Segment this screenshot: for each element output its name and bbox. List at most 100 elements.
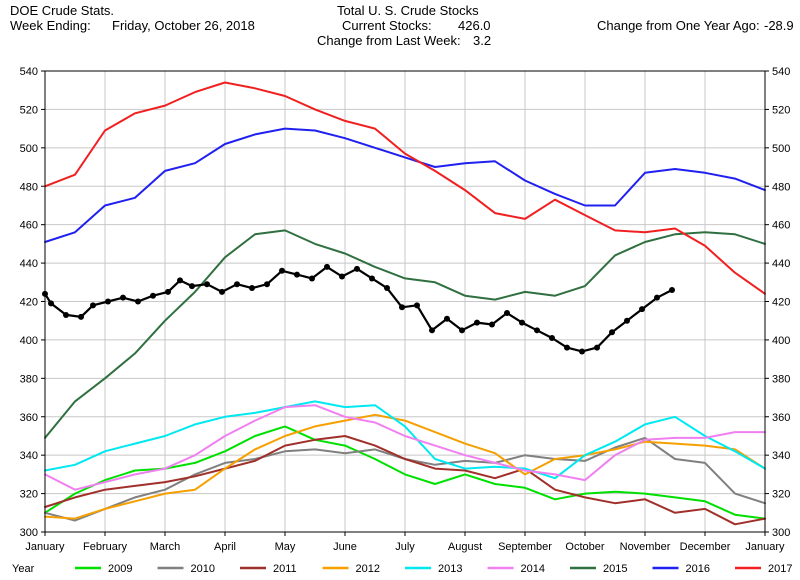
x-tick-label: February: [83, 541, 128, 553]
x-tick-label: July: [395, 541, 415, 553]
data-point-2018: [504, 310, 510, 317]
data-point-2018: [369, 275, 375, 282]
y-tick-label-left: 340: [20, 450, 38, 462]
data-point-2018: [414, 302, 420, 309]
data-point-2018: [165, 288, 171, 295]
y-tick-label-right: 340: [772, 450, 790, 462]
week-ending-label: Week Ending:: [10, 18, 91, 33]
y-tick-label-right: 520: [772, 104, 790, 116]
current-stocks-value: 426.0: [458, 18, 491, 33]
y-tick-label-right: 380: [772, 373, 790, 385]
x-tick-label: June: [333, 541, 357, 553]
data-point-2018: [549, 334, 555, 341]
weekly-change-label: Change from Last Week:: [317, 33, 461, 48]
series-line-2017: [44, 81, 766, 295]
data-point-2018: [309, 275, 315, 282]
y-tick-label-left: 540: [20, 66, 38, 78]
y-tick-label-left: 300: [20, 527, 38, 539]
x-tick-label: March: [150, 541, 181, 553]
weekly-change-value: 3.2: [473, 33, 492, 48]
data-point-2018: [624, 317, 630, 324]
data-point-2018: [279, 267, 285, 274]
y-tick-label-left: 500: [20, 143, 38, 155]
data-point-2018: [204, 281, 210, 288]
current-stocks-label: Current Stocks:: [342, 18, 432, 33]
data-point-2018: [90, 302, 96, 309]
data-point-2018: [474, 319, 480, 326]
data-point-2018: [489, 321, 495, 328]
data-point-2018: [219, 288, 225, 295]
x-tick-label: January: [745, 541, 785, 553]
legend-label-2012: 2012: [356, 563, 380, 575]
data-point-2018: [63, 311, 69, 318]
series-line-2011: [44, 435, 766, 526]
data-point-2018: [150, 292, 156, 299]
data-point-2018: [189, 283, 195, 290]
data-point-2018: [594, 344, 600, 351]
data-point-2018: [354, 265, 360, 272]
x-tick-label: May: [275, 541, 296, 553]
y-tick-label-left: 400: [20, 335, 38, 347]
y-tick-label-left: 420: [20, 297, 38, 309]
series-line-2015: [44, 229, 766, 439]
y-tick-label-right: 540: [772, 66, 790, 78]
y-tick-label-right: 320: [772, 489, 790, 501]
data-point-2018: [459, 327, 465, 334]
y-tick-label-left: 480: [20, 181, 38, 193]
x-tick-label: December: [680, 541, 731, 553]
x-tick-label: September: [498, 541, 552, 553]
y-tick-label-right: 400: [772, 335, 790, 347]
y-tick-label-right: 440: [772, 258, 790, 270]
data-point-2018: [324, 263, 330, 270]
y-tick-label-left: 360: [20, 412, 38, 424]
data-point-2018: [294, 271, 300, 278]
x-tick-label: August: [448, 541, 482, 553]
legend-label-2014: 2014: [521, 563, 545, 575]
legend-label-2017: 2017: [768, 563, 792, 575]
series-line-2013: [44, 400, 766, 480]
y-tick-label-left: 440: [20, 258, 38, 270]
y-tick-label-right: 460: [772, 220, 790, 232]
data-point-2018: [519, 319, 525, 326]
y-tick-label-right: 300: [772, 527, 790, 539]
data-point-2018: [534, 327, 540, 334]
y-tick-label-right: 360: [772, 412, 790, 424]
week-ending-value: Friday, October 26, 2018: [112, 18, 255, 33]
series-line-2016: [44, 127, 766, 243]
y-tick-label-right: 480: [772, 181, 790, 193]
legend-label-2013: 2013: [438, 563, 462, 575]
data-point-2018: [177, 277, 183, 284]
x-tick-label: January: [25, 541, 65, 553]
x-tick-label: April: [214, 541, 236, 553]
total-stocks-title: Total U. S. Crude Stocks: [337, 3, 479, 18]
legend-label-2016: 2016: [686, 563, 710, 575]
header-title: DOE Crude Stats.: [10, 3, 115, 18]
data-point-2018: [234, 281, 240, 288]
data-point-2018: [639, 306, 645, 313]
y-tick-label-left: 320: [20, 489, 38, 501]
data-point-2018: [564, 344, 570, 351]
legend-title: Year: [12, 563, 35, 575]
y-tick-label-left: 380: [20, 373, 38, 385]
y-tick-label-right: 500: [772, 143, 790, 155]
yearly-change-label: Change from One Year Ago:: [597, 18, 760, 33]
data-point-2018: [249, 285, 255, 292]
y-tick-label-left: 520: [20, 104, 38, 116]
data-point-2018: [264, 281, 270, 288]
yearly-change-value: -28.9: [764, 18, 794, 33]
series-line-2012: [44, 413, 766, 520]
x-tick-label: November: [620, 541, 671, 553]
legend-label-2011: 2011: [273, 563, 297, 575]
y-tick-label-right: 420: [772, 297, 790, 309]
data-point-2018: [654, 294, 660, 301]
data-point-2018: [135, 298, 141, 305]
data-point-2018: [105, 298, 111, 305]
data-point-2018: [579, 348, 585, 355]
legend-label-2010: 2010: [191, 563, 215, 575]
plot-border: [44, 70, 766, 533]
data-point-2018: [609, 329, 615, 336]
data-point-2018: [78, 313, 84, 320]
series-line-2014: [44, 404, 766, 491]
y-tick-label-left: 460: [20, 220, 38, 232]
